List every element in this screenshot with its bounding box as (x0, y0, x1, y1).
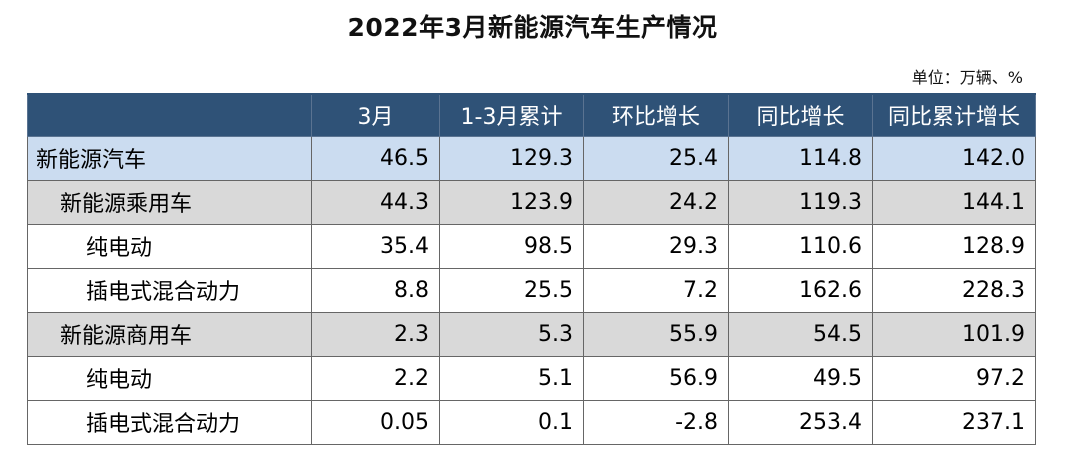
cell-yoy-cumulative-growth: 142.0 (872, 135, 1036, 181)
table-header-row: 3月 1-3月累计 环比增长 同比增长 同比累计增长 (27, 93, 1036, 137)
row-label: 新能源商用车 (27, 311, 312, 357)
cell-march: 2.2 (311, 355, 440, 401)
cell-yoy-growth: 114.8 (728, 135, 873, 181)
cell-yoy-growth: 54.5 (728, 311, 873, 357)
cell-cumulative: 129.3 (439, 135, 584, 181)
row-label: 插电式混合动力 (27, 399, 312, 445)
cell-march: 35.4 (311, 223, 440, 269)
cell-yoy-cumulative-growth: 101.9 (872, 311, 1036, 357)
unit-label: 单位：万辆、% (911, 68, 1023, 87)
cell-yoy-cumulative-growth: 128.9 (872, 223, 1036, 269)
cell-mom-growth: 56.9 (583, 355, 729, 401)
cell-cumulative: 123.9 (439, 179, 584, 225)
table-row: 插电式混合动力 8.8 25.5 7.2 162.6 228.3 (27, 267, 1036, 313)
cell-march: 8.8 (311, 267, 440, 313)
table-row: 新能源汽车 46.5 129.3 25.4 114.8 142.0 (27, 135, 1036, 181)
cell-yoy-cumulative-growth: 237.1 (872, 399, 1036, 445)
cell-cumulative: 5.3 (439, 311, 584, 357)
cell-yoy-cumulative-growth: 97.2 (872, 355, 1036, 401)
row-label: 纯电动 (27, 223, 312, 269)
production-table: 3月 1-3月累计 环比增长 同比增长 同比累计增长 新能源汽车 46.5 12… (27, 93, 1036, 445)
cell-cumulative: 98.5 (439, 223, 584, 269)
table-row: 新能源商用车 2.3 5.3 55.9 54.5 101.9 (27, 311, 1036, 357)
row-label: 新能源乘用车 (27, 179, 312, 225)
cell-yoy-cumulative-growth: 228.3 (872, 267, 1036, 313)
row-label: 插电式混合动力 (27, 267, 312, 313)
cell-mom-growth: 29.3 (583, 223, 729, 269)
header-cell-mom-growth: 环比增长 (583, 93, 729, 137)
table-row: 纯电动 35.4 98.5 29.3 110.6 128.9 (27, 223, 1036, 269)
cell-cumulative: 5.1 (439, 355, 584, 401)
cell-yoy-growth: 110.6 (728, 223, 873, 269)
cell-cumulative: 0.1 (439, 399, 584, 445)
row-label: 新能源汽车 (27, 135, 312, 181)
cell-mom-growth: 25.4 (583, 135, 729, 181)
header-cell-yoy-cumulative-growth: 同比累计增长 (872, 93, 1036, 137)
cell-yoy-cumulative-growth: 144.1 (872, 179, 1036, 225)
cell-yoy-growth: 253.4 (728, 399, 873, 445)
cell-mom-growth: -2.8 (583, 399, 729, 445)
table-row: 插电式混合动力 0.05 0.1 -2.8 253.4 237.1 (27, 399, 1036, 445)
page-title: 2022年3月新能源汽车生产情况 (347, 13, 718, 42)
cell-mom-growth: 55.9 (583, 311, 729, 357)
cell-yoy-growth: 119.3 (728, 179, 873, 225)
header-cell-cumulative: 1-3月累计 (439, 93, 584, 137)
cell-march: 44.3 (311, 179, 440, 225)
cell-march: 46.5 (311, 135, 440, 181)
cell-march: 0.05 (311, 399, 440, 445)
row-label: 纯电动 (27, 355, 312, 401)
cell-mom-growth: 24.2 (583, 179, 729, 225)
header-cell-name (27, 93, 312, 137)
cell-cumulative: 25.5 (439, 267, 584, 313)
header-cell-yoy-growth: 同比增长 (728, 93, 873, 137)
header-cell-march: 3月 (311, 93, 440, 137)
cell-mom-growth: 7.2 (583, 267, 729, 313)
cell-yoy-growth: 162.6 (728, 267, 873, 313)
cell-yoy-growth: 49.5 (728, 355, 873, 401)
table-row: 纯电动 2.2 5.1 56.9 49.5 97.2 (27, 355, 1036, 401)
cell-march: 2.3 (311, 311, 440, 357)
table-row: 新能源乘用车 44.3 123.9 24.2 119.3 144.1 (27, 179, 1036, 225)
